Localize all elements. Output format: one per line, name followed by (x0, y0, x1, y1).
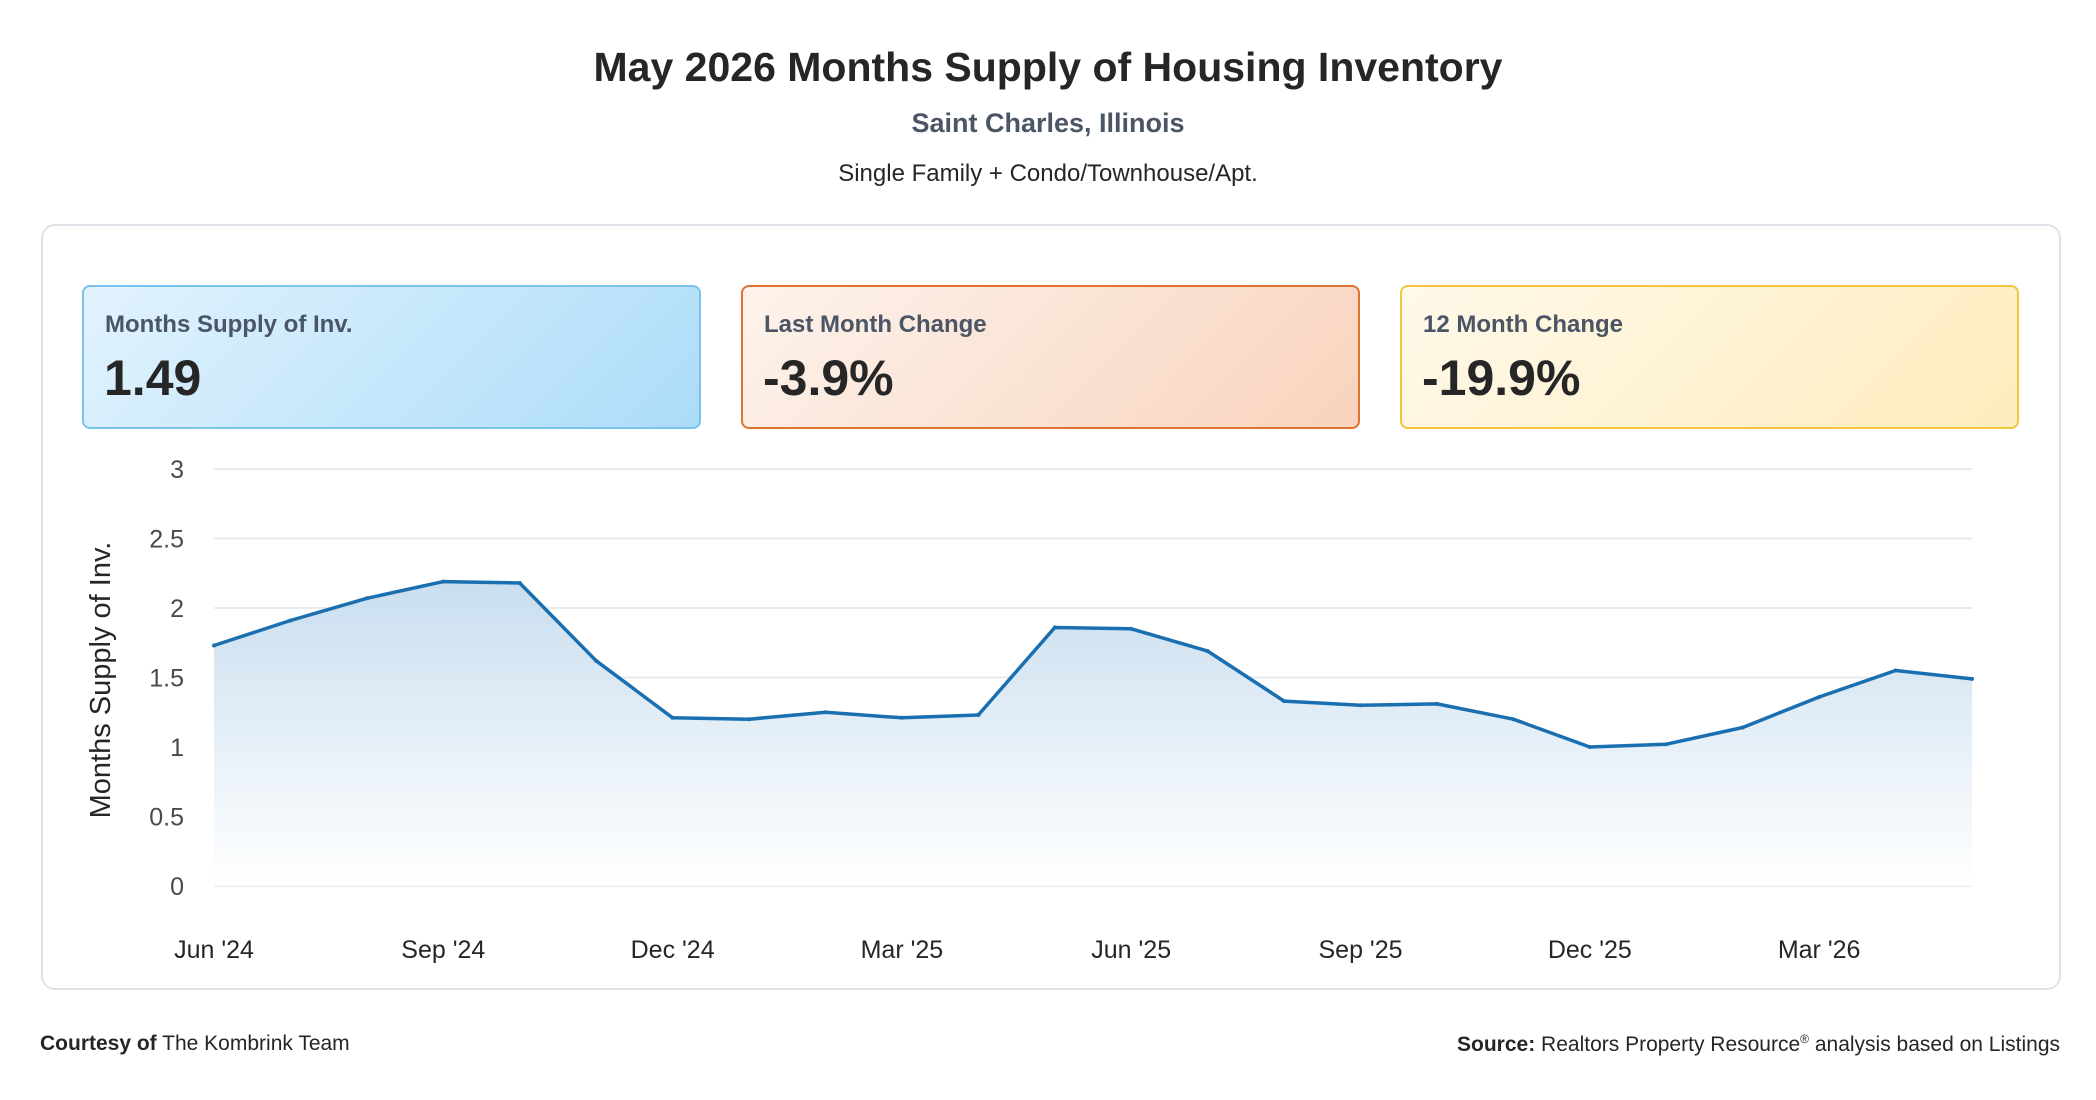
kpi-label: Months Supply of Inv. (105, 311, 353, 338)
y-tick-label: 1 (170, 734, 184, 762)
kpi-value: 1.49 (104, 350, 202, 406)
data-point-jul-24 (288, 618, 293, 623)
courtesy-label: Courtesy of (40, 1032, 157, 1055)
x-tick-label: Jun '24 (174, 936, 254, 964)
data-point-jul-25 (1205, 649, 1210, 654)
data-point-apr-26 (1893, 668, 1898, 673)
data-point-dec-24 (670, 715, 675, 720)
y-tick-label: 1.5 (149, 665, 184, 693)
y-axis-ticks: 0 0.5 1 1.5 2 2.5 3 (149, 456, 184, 901)
chart-title: May 2026 Months Supply of Housing Invent… (593, 44, 1503, 90)
source-label: Source: (1457, 1033, 1536, 1056)
property-segment: Single Family + Condo/Townhouse/Apt. (838, 160, 1258, 187)
source-text: Realtors Property Resource (1541, 1033, 1801, 1056)
data-points (212, 579, 1974, 749)
y-tick-label: 0.5 (149, 804, 184, 832)
kpi-value: -3.9% (763, 350, 894, 406)
y-tick-label: 2.5 (149, 526, 184, 554)
data-point-oct-25 (1434, 701, 1439, 706)
source-credit: Source: Realtors Property Resource® anal… (1457, 1032, 2060, 1057)
data-point-mar-26 (1817, 694, 1822, 699)
data-point-aug-25 (1282, 699, 1287, 704)
x-tick-label: Mar '25 (861, 936, 944, 964)
series-line (213, 579, 1973, 749)
data-point-dec-25 (1587, 745, 1592, 749)
x-tick-label: Sep '24 (401, 936, 485, 964)
data-point-jun-24 (212, 643, 216, 648)
data-point-aug-24 (364, 596, 369, 601)
y-tick-label: 0 (170, 873, 184, 901)
area-fill (214, 581, 1972, 886)
data-point-jan-26 (1664, 742, 1669, 747)
kpi-card-12-month-change: 12 Month Change -19.9% (1400, 285, 2019, 429)
data-point-mar-25 (899, 715, 904, 720)
location-subtitle: Saint Charles, Illinois (911, 108, 1185, 138)
data-point-oct-24 (517, 580, 522, 585)
kpi-label: 12 Month Change (1423, 311, 1624, 338)
data-point-jun-25 (1129, 626, 1134, 631)
source-text-tail: analysis based on Listings (1814, 1033, 2060, 1056)
x-tick-label: Jun '25 (1091, 936, 1171, 964)
data-point-jan-25 (747, 717, 752, 722)
courtesy-name: The Kombrink Team (162, 1032, 350, 1055)
data-point-feb-25 (823, 710, 828, 715)
x-tick-label: Dec '25 (1548, 936, 1632, 964)
data-point-sep-25 (1358, 703, 1363, 708)
y-tick-label: 2 (170, 595, 184, 623)
data-point-apr-25 (976, 713, 981, 718)
x-tick-label: Dec '24 (631, 936, 715, 964)
x-tick-label: Mar '26 (1778, 936, 1861, 964)
y-axis-label: Months Supply of Inv. (85, 542, 117, 819)
y-tick-label: 3 (170, 456, 184, 484)
courtesy-credit: Courtesy of The Kombrink Team (40, 1032, 350, 1056)
data-point-may-26 (1970, 676, 1974, 681)
x-tick-label: Sep '25 (1319, 936, 1403, 964)
data-point-may-25 (1052, 625, 1057, 630)
months-supply-line-chart: 0 0.5 1 1.5 2 2.5 3 Jun '24 Sep '24 Dec '24 Mar '… (85, 456, 1974, 964)
data-point-feb-26 (1740, 725, 1745, 730)
kpi-card-last-month-change: Last Month Change -3.9% (741, 285, 1360, 429)
kpi-card-months-supply: Months Supply of Inv. 1.49 (82, 285, 701, 429)
chart-panel (41, 224, 2061, 990)
data-point-sep-24 (441, 579, 446, 584)
registered-mark: ® (1800, 1032, 1809, 1046)
data-point-nov-25 (1511, 717, 1516, 722)
x-axis-ticks: Jun '24 Sep '24 Dec '24 Mar '25 Jun '25 Sep '… (174, 936, 1860, 964)
data-point-nov-24 (594, 658, 599, 663)
kpi-label: Last Month Change (764, 311, 987, 338)
kpi-value: -19.9% (1422, 350, 1581, 406)
